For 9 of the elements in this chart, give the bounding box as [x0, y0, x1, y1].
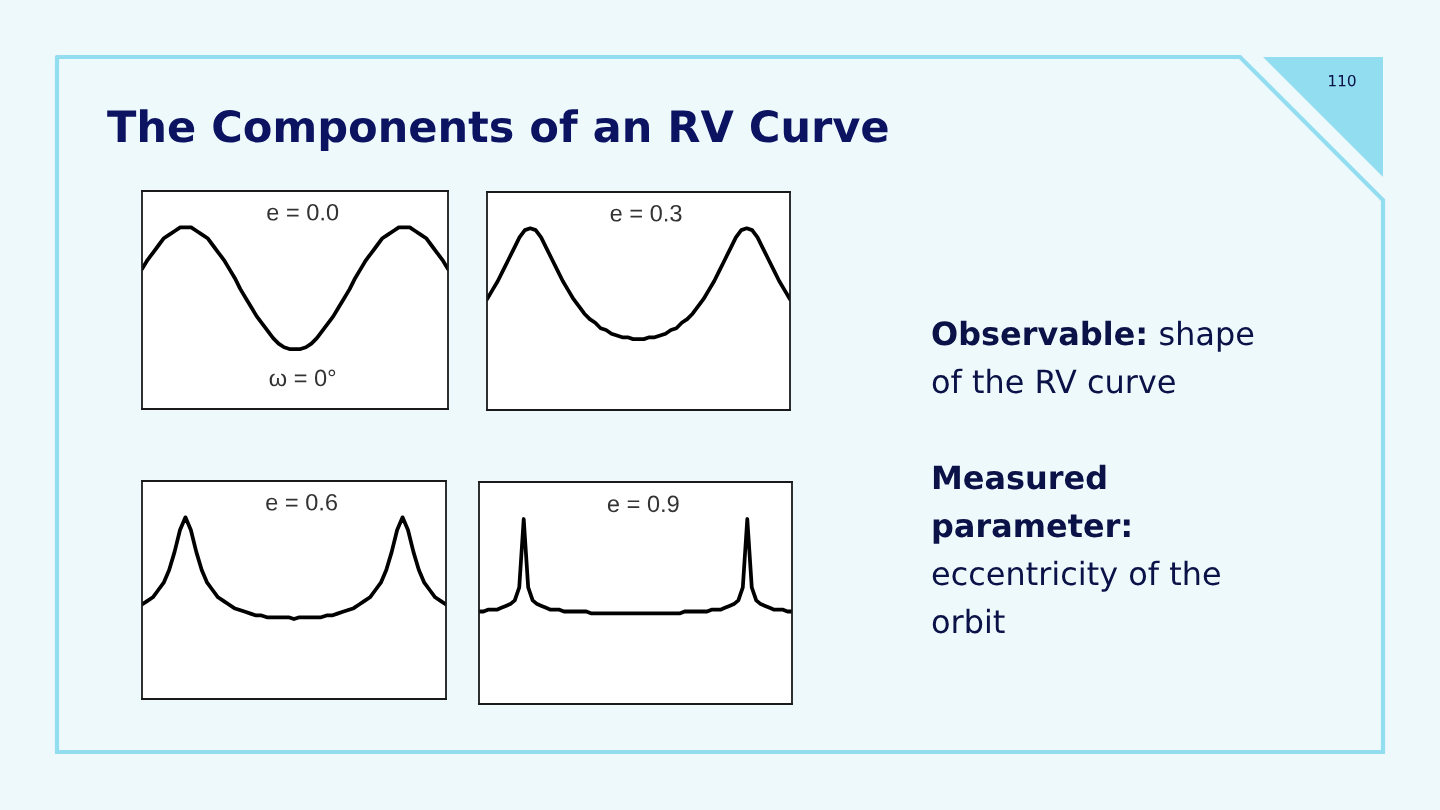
text: Observable: shape of the RV curve	[932, 320, 1254, 394]
chart-title: e = 0.3	[610, 204, 682, 222]
chart-title: e = 0.9	[607, 495, 679, 513]
text: 110	[1329, 74, 1356, 87]
chart-title: e = 0.0	[267, 203, 339, 221]
annotation: ω = 0°	[269, 369, 336, 387]
text: Measured parameter: eccentricity of the orbit	[932, 464, 1220, 634]
chart-title: e = 0.6	[266, 493, 337, 511]
text: The Components of an RV Curve	[107, 109, 888, 151]
